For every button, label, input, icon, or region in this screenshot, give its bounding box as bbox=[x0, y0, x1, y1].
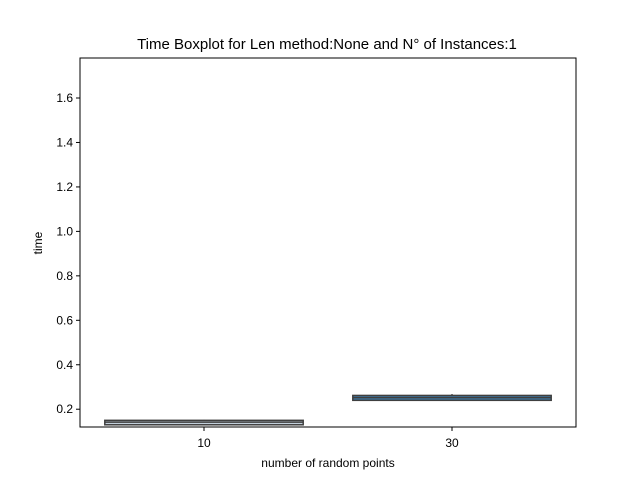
x-axis-ticks: 10 30 bbox=[197, 427, 459, 450]
x-tick-label: 30 bbox=[445, 436, 459, 450]
x-axis-label: number of random points bbox=[261, 456, 394, 470]
chart-title: Time Boxplot for Len method:None and N° … bbox=[137, 36, 517, 53]
box-30 bbox=[352, 394, 552, 402]
y-tick-label: 1.2 bbox=[56, 180, 73, 194]
y-tick-label: 0.4 bbox=[56, 358, 73, 372]
y-tick-label: 0.2 bbox=[56, 402, 73, 416]
y-axis-ticks: 0.2 0.4 0.6 0.8 1.0 1.2 1.4 1.6 bbox=[56, 91, 80, 416]
x-tick-label: 10 bbox=[197, 436, 211, 450]
y-axis-label: time bbox=[31, 231, 45, 254]
y-tick-label: 0.6 bbox=[56, 313, 73, 327]
box-10 bbox=[104, 419, 304, 426]
boxes-layer bbox=[104, 394, 552, 426]
y-tick-label: 1.0 bbox=[56, 224, 73, 238]
y-tick-label: 1.6 bbox=[56, 91, 73, 105]
y-tick-label: 1.4 bbox=[56, 135, 73, 149]
y-tick-label: 0.8 bbox=[56, 269, 73, 283]
plot-frame bbox=[79, 57, 577, 428]
